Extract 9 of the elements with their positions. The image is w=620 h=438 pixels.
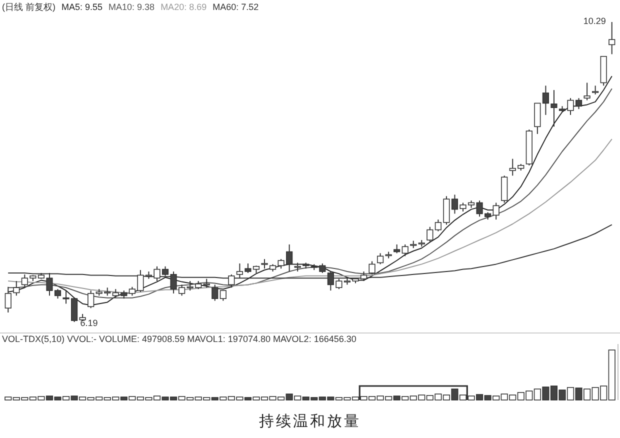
text: MA20: 8.69 [160,2,207,12]
text: MA10: 9.38 [108,2,155,12]
text: MA5: 9.55 [62,2,103,12]
annotation: 6.19 [80,318,98,328]
chart-title: (日线 前复权) [2,2,56,12]
annotation: 10.29 [583,16,606,26]
chart-title: VOL-TDX(5,10) VVOL:- VOLUME: 497908.59 MAVOL1: 197074.80 MAVOL2: 166456.30 [2,334,356,344]
text: 持续温和放量 [259,412,361,430]
text: MA60: 7.52 [212,2,259,12]
